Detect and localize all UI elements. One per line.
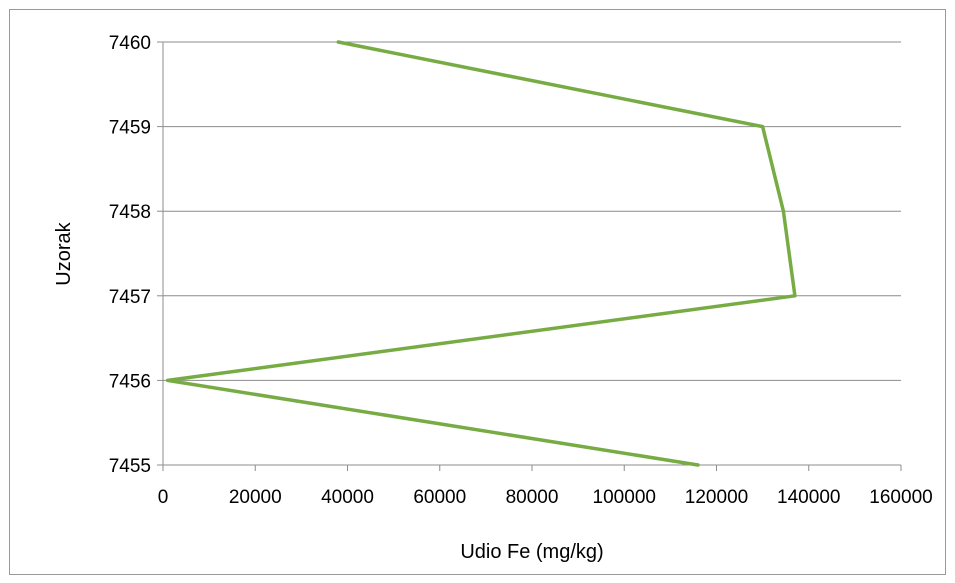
x-tick-label: 160000 (869, 487, 932, 508)
x-tick-label: 40000 (321, 487, 374, 508)
data-point-3 (781, 209, 785, 213)
x-axis-title: Udio Fe (mg/kg) (460, 541, 603, 563)
y-tick-label: 7459 (109, 118, 151, 139)
x-tick-label: 60000 (413, 487, 466, 508)
x-tick-label: 120000 (685, 487, 748, 508)
data-point-5 (336, 40, 340, 44)
y-axis-title: Uzorak (53, 221, 75, 285)
y-tick-label: 7455 (109, 456, 151, 477)
chart-frame (9, 9, 946, 575)
y-tick-label: 7457 (109, 287, 151, 308)
gridlines (163, 41, 901, 466)
series-line-0 (165, 40, 797, 467)
x-axis-ticks: 0 20000 40000 60000 80000 100000 120000 140000 1… (158, 487, 933, 508)
series-layer (165, 40, 797, 467)
data-point-0 (696, 463, 700, 467)
x-tick-label: 100000 (593, 487, 656, 508)
data-point-4 (761, 125, 765, 129)
axes (157, 41, 902, 471)
y-tick-label: 7456 (109, 371, 151, 392)
x-tick-label: 0 (158, 487, 169, 508)
data-point-1 (166, 378, 170, 382)
x-tick-label: 140000 (777, 487, 840, 508)
y-tick-label: 7458 (109, 202, 151, 223)
y-tick-label: 7460 (109, 33, 151, 54)
y-axis-ticks: 7455 7456 7457 7458 7459 7460 (109, 33, 151, 477)
data-point-2 (793, 294, 797, 298)
x-tick-label: 80000 (506, 487, 559, 508)
x-tick-label: 20000 (229, 487, 282, 508)
